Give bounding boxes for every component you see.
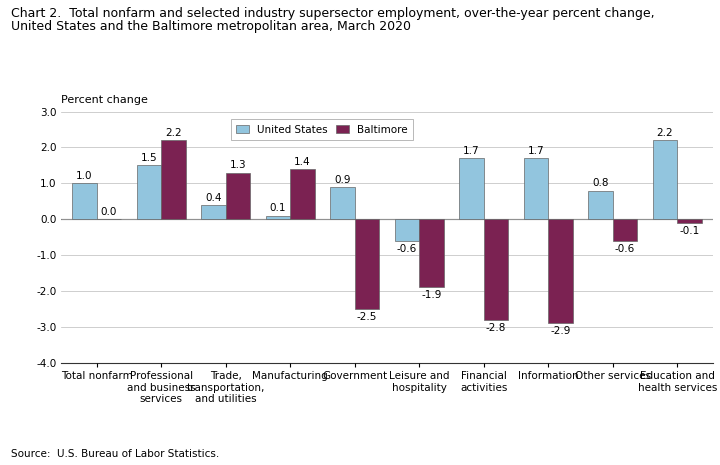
Text: 0.8: 0.8 — [593, 179, 609, 188]
Bar — [72, 183, 96, 219]
Text: United States and the Baltimore metropolitan area, March 2020: United States and the Baltimore metropol… — [11, 20, 411, 33]
Text: -2.5: -2.5 — [357, 312, 377, 322]
Bar — [161, 140, 186, 219]
Text: 2.2: 2.2 — [657, 128, 673, 138]
Bar — [201, 205, 225, 219]
Text: 1.5: 1.5 — [140, 153, 157, 163]
Text: -2.8: -2.8 — [486, 323, 506, 332]
Text: 0.0: 0.0 — [101, 207, 117, 217]
Bar — [419, 219, 444, 287]
Bar — [290, 169, 315, 219]
Bar — [588, 191, 613, 219]
Text: 1.7: 1.7 — [528, 146, 544, 156]
Text: 1.4: 1.4 — [294, 157, 311, 167]
Bar — [613, 219, 637, 241]
Bar — [653, 140, 678, 219]
Text: 1.0: 1.0 — [76, 171, 93, 181]
Text: 0.1: 0.1 — [270, 204, 287, 213]
Text: Source:  U.S. Bureau of Labor Statistics.: Source: U.S. Bureau of Labor Statistics. — [11, 449, 219, 459]
Legend: United States, Baltimore: United States, Baltimore — [231, 120, 413, 140]
Bar — [395, 219, 419, 241]
Text: Percent change: Percent change — [61, 94, 148, 105]
Text: 2.2: 2.2 — [165, 128, 181, 138]
Text: 0.4: 0.4 — [205, 193, 222, 203]
Bar — [355, 219, 379, 309]
Text: -0.6: -0.6 — [615, 244, 635, 253]
Text: -1.9: -1.9 — [421, 290, 441, 300]
Bar — [484, 219, 508, 319]
Bar — [137, 166, 161, 219]
Bar — [678, 219, 702, 223]
Bar — [225, 173, 251, 219]
Bar — [330, 187, 355, 219]
Bar — [549, 219, 573, 323]
Text: -2.9: -2.9 — [550, 326, 571, 336]
Text: 1.7: 1.7 — [463, 146, 480, 156]
Bar — [459, 158, 484, 219]
Text: 1.3: 1.3 — [230, 160, 246, 171]
Text: -0.1: -0.1 — [680, 226, 700, 236]
Text: -0.6: -0.6 — [397, 244, 417, 253]
Bar — [266, 216, 290, 219]
Text: 0.9: 0.9 — [334, 175, 351, 185]
Text: Chart 2.  Total nonfarm and selected industry supersector employment, over-the-y: Chart 2. Total nonfarm and selected indu… — [11, 7, 654, 20]
Bar — [523, 158, 549, 219]
